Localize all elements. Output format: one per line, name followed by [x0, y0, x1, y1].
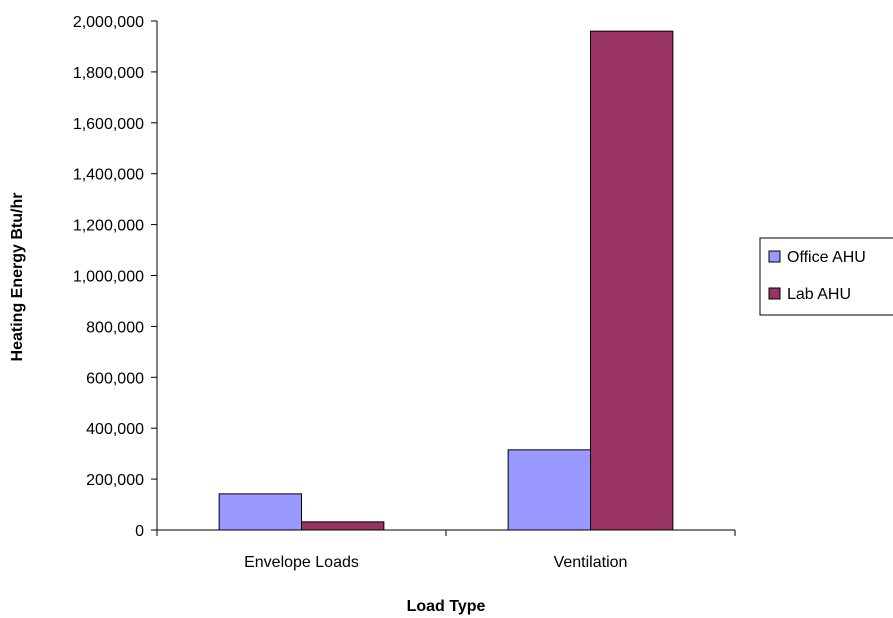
bar-office-ahu-ventilation: [507, 449, 592, 531]
y-tick-label: 1,000,000: [73, 269, 144, 286]
x-category-labels: Envelope Loads Ventilation: [244, 554, 627, 571]
bar-lab-ahu-envelope-loads: [301, 521, 385, 531]
x-category-label: Envelope Loads: [244, 554, 359, 571]
y-axis-title: Heating Energy Btu/hr: [9, 193, 26, 362]
bars-group: [218, 30, 674, 531]
bar-office-ahu-envelope-loads: [218, 493, 302, 531]
x-category-label: Ventilation: [554, 554, 628, 571]
legend-frame: [759, 237, 893, 316]
y-tick-label: 1,400,000: [73, 167, 144, 184]
legend-label-lab-ahu: Lab AHU: [787, 286, 851, 303]
y-tick-label: 200,000: [86, 472, 144, 489]
y-tick-label: 1,600,000: [73, 116, 144, 133]
y-tick-label: 0: [135, 523, 144, 540]
legend: Office AHU Lab AHU: [759, 237, 893, 316]
legend-swatch-lab-ahu: [768, 287, 781, 300]
legend-label-office-ahu: Office AHU: [787, 249, 866, 266]
y-tick-label: 400,000: [86, 421, 144, 438]
y-ticks-group: 0 200,000 400,000 600,000 800,000 1,000,000 1,…: [73, 14, 157, 540]
y-tick-label: 1,800,000: [73, 65, 144, 82]
bar-lab-ahu-ventilation: [590, 30, 674, 531]
legend-swatch-office-ahu: [768, 250, 781, 263]
y-tick-label: 600,000: [86, 370, 144, 387]
y-tick-label: 800,000: [86, 319, 144, 336]
y-tick-label: 1,200,000: [73, 218, 144, 235]
y-tick-label: 2,000,000: [73, 14, 144, 31]
x-axis-title: Load Type: [407, 598, 486, 615]
